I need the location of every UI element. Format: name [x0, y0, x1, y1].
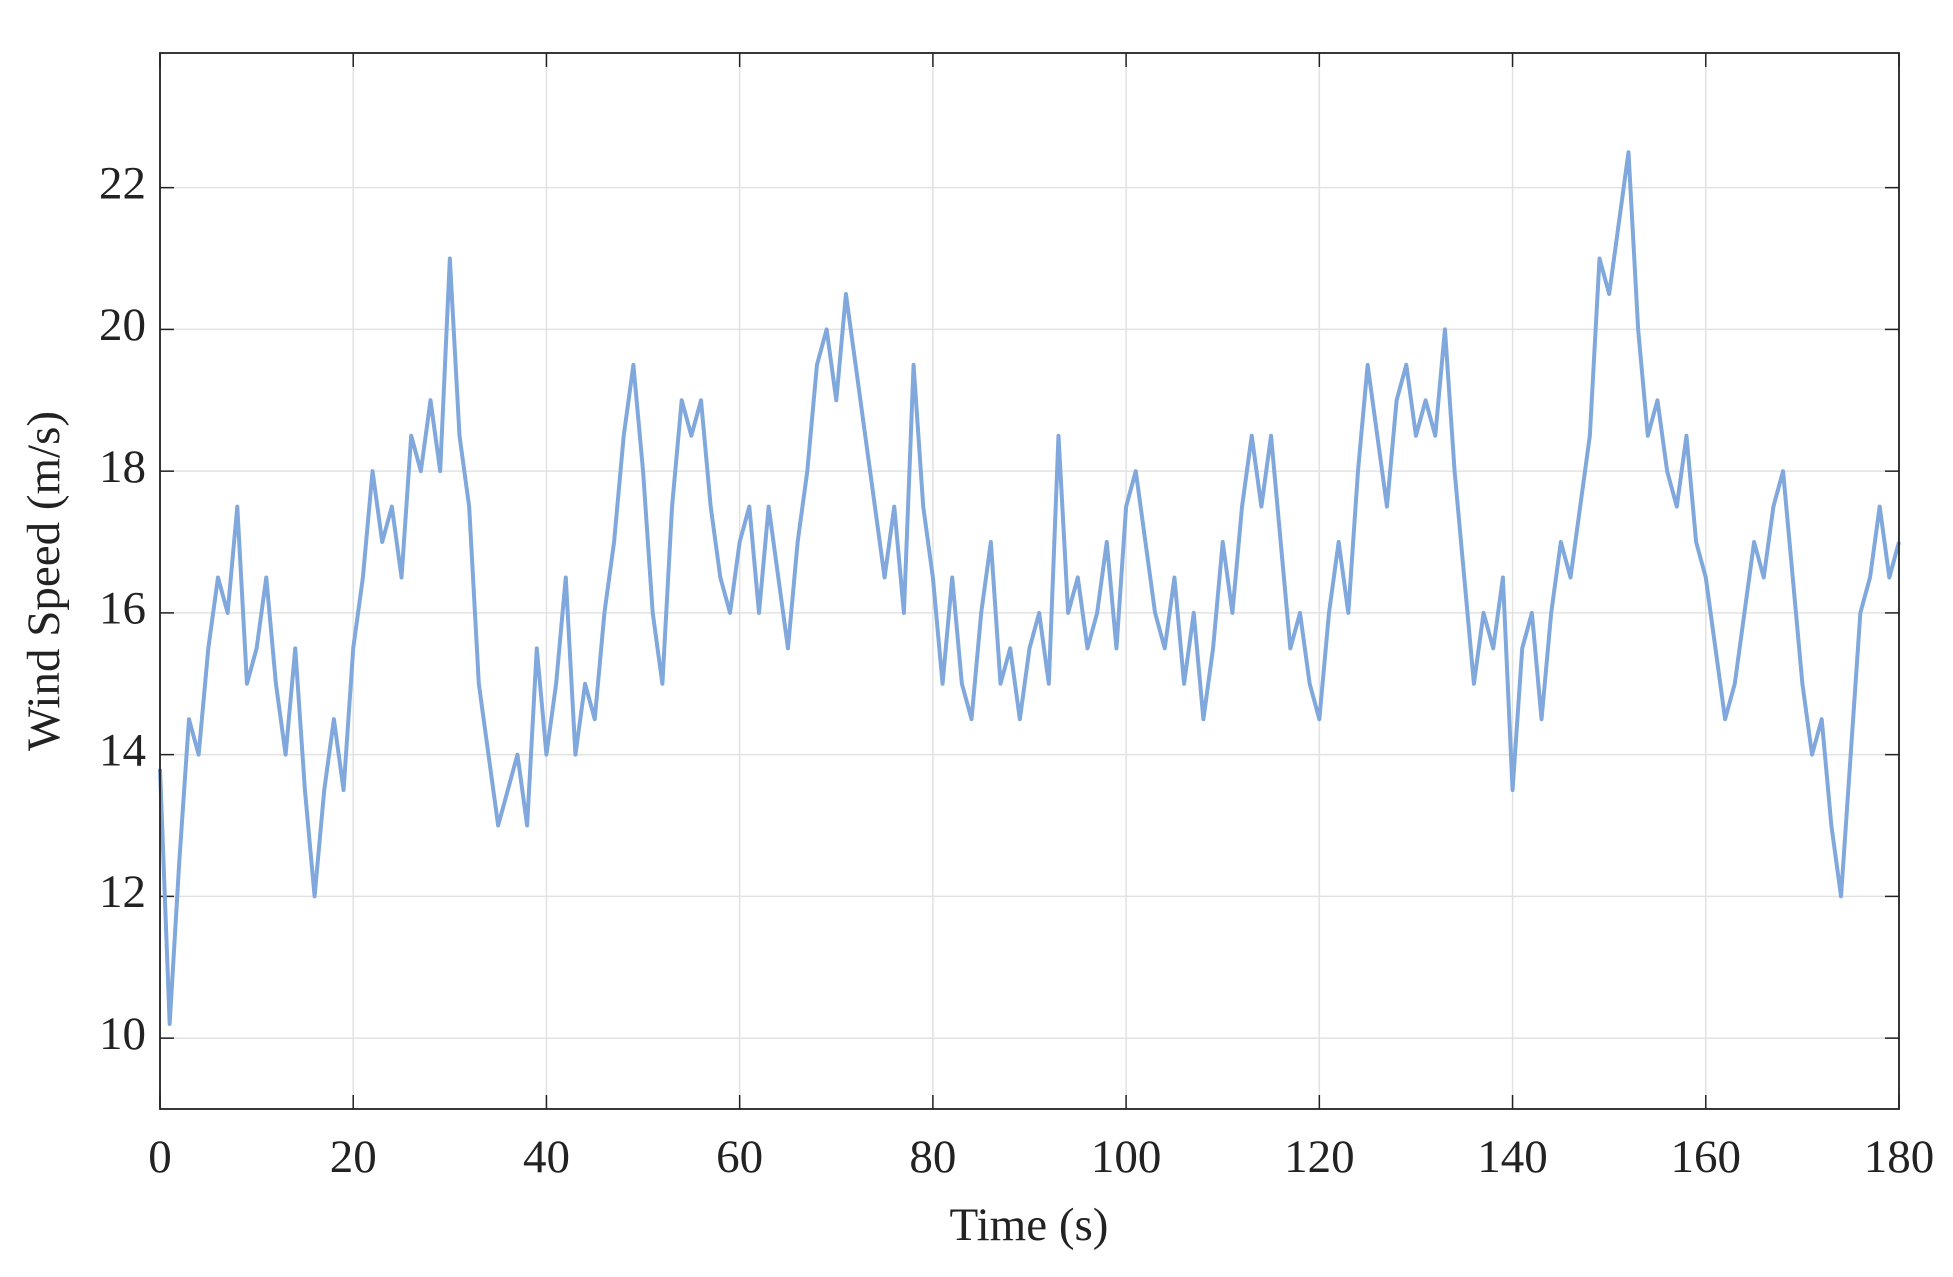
x-tick-label: 0 [148, 1131, 172, 1183]
x-tick-label: 180 [1864, 1131, 1935, 1183]
y-tick-label: 18 [99, 441, 146, 493]
x-tick-label: 80 [909, 1131, 956, 1183]
x-tick-label: 100 [1091, 1131, 1162, 1183]
x-tick-label: 140 [1477, 1131, 1548, 1183]
y-tick-label: 12 [99, 866, 146, 918]
x-tick-label: 60 [716, 1131, 763, 1183]
y-tick-label: 20 [99, 299, 146, 351]
plot-frame [159, 52, 1900, 1110]
x-tick-label: 40 [523, 1131, 570, 1183]
x-tick-label: 120 [1284, 1131, 1355, 1183]
y-tick-label: 16 [99, 583, 146, 635]
y-tick-label: 22 [99, 157, 146, 209]
data-line [158, 150, 1901, 1026]
x-tick-label: 160 [1671, 1131, 1742, 1183]
y-tick-label: 10 [99, 1008, 146, 1060]
x-axis-label: Time (s) [950, 1199, 1109, 1251]
x-tick-label: 20 [330, 1131, 377, 1183]
y-tick-label: 14 [99, 724, 146, 776]
y-axis-label: Wind Speed (m/s) [18, 411, 70, 751]
